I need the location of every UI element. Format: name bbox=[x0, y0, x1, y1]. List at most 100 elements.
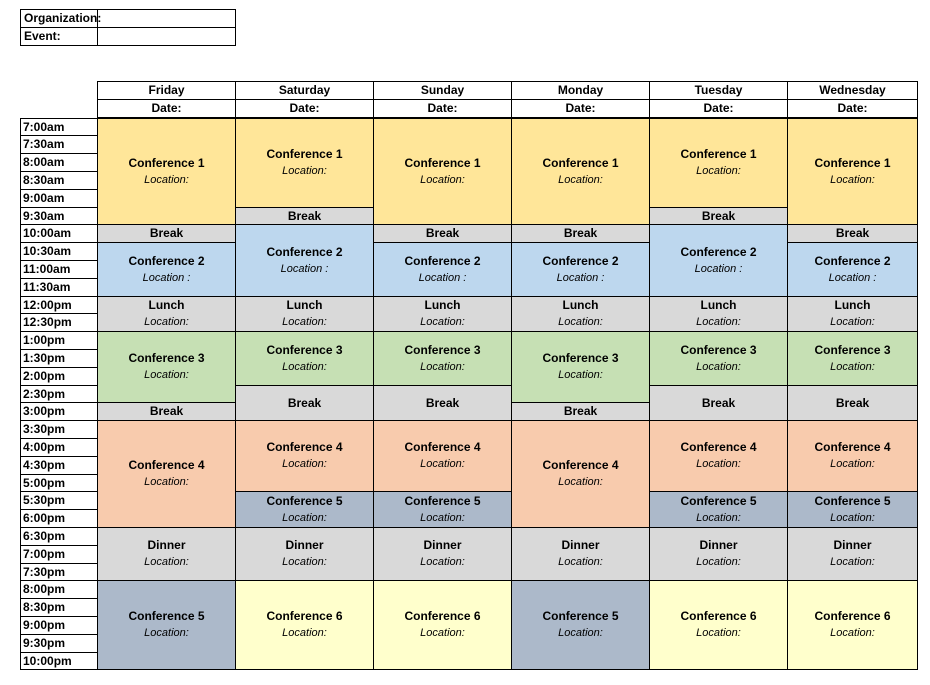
block-title: Conference 5 bbox=[542, 609, 619, 623]
block-location: Location: bbox=[420, 316, 465, 328]
schedule-block-sunday-break[interactable]: Break bbox=[373, 385, 512, 421]
schedule-block-monday-break[interactable]: Break bbox=[511, 402, 650, 421]
schedule-block-sunday-conference-4[interactable]: Conference 4 Location: bbox=[373, 420, 512, 492]
schedule-block-wednesday-conference-5[interactable]: Conference 5 Location: bbox=[787, 491, 918, 528]
schedule-block-wednesday-conference-3[interactable]: Conference 3 Location: bbox=[787, 331, 918, 386]
block-location: Location: bbox=[420, 627, 465, 639]
block-location: Location : bbox=[828, 271, 877, 284]
schedule-block-sunday-conference-2[interactable]: Conference 2 Location : bbox=[373, 242, 512, 297]
schedule-block-wednesday-lunch[interactable]: Lunch Location: bbox=[787, 296, 918, 332]
schedule-block-wednesday-break[interactable]: Break bbox=[787, 385, 918, 421]
schedule-block-friday-break[interactable]: Break bbox=[97, 224, 236, 243]
schedule-block-tuesday-conference-4[interactable]: Conference 4 Location: bbox=[649, 420, 788, 492]
schedule-block-saturday-dinner[interactable]: Dinner Location: bbox=[235, 527, 374, 581]
schedule-block-friday-break[interactable]: Break bbox=[97, 402, 236, 421]
schedule-block-monday-conference-1[interactable]: Conference 1 Location: bbox=[511, 118, 650, 225]
schedule-block-sunday-break[interactable]: Break bbox=[373, 224, 512, 243]
schedule-block-saturday-break[interactable]: Break bbox=[235, 385, 374, 421]
time-slot-label: 8:30pm bbox=[20, 598, 98, 617]
schedule-block-saturday-conference-5[interactable]: Conference 5 Location: bbox=[235, 491, 374, 528]
schedule-block-sunday-dinner[interactable]: Dinner Location: bbox=[373, 527, 512, 581]
day-header-monday: Monday bbox=[511, 81, 650, 100]
block-title: Lunch bbox=[834, 298, 871, 312]
schedule-block-saturday-break[interactable]: Break bbox=[235, 207, 374, 225]
schedule-block-monday-conference-2[interactable]: Conference 2 Location : bbox=[511, 242, 650, 297]
schedule-block-tuesday-lunch[interactable]: Lunch Location: bbox=[649, 296, 788, 332]
schedule-block-sunday-lunch[interactable]: Lunch Location: bbox=[373, 296, 512, 332]
time-slot-label: 3:00pm bbox=[20, 402, 98, 421]
schedule-block-sunday-conference-3[interactable]: Conference 3 Location: bbox=[373, 331, 512, 386]
time-slot-label: 10:00am bbox=[20, 224, 98, 243]
organization-field[interactable] bbox=[97, 9, 236, 28]
schedule-block-saturday-conference-1[interactable]: Conference 1 Location: bbox=[235, 118, 374, 208]
schedule-block-wednesday-conference-2[interactable]: Conference 2 Location : bbox=[787, 242, 918, 297]
block-location: Location: bbox=[558, 173, 603, 186]
block-title: Conference 4 bbox=[680, 440, 757, 454]
schedule-block-wednesday-dinner[interactable]: Dinner Location: bbox=[787, 527, 918, 581]
schedule-block-tuesday-conference-6[interactable]: Conference 6 Location: bbox=[649, 580, 788, 670]
block-location: Location: bbox=[420, 556, 465, 568]
block-title: Break bbox=[149, 404, 184, 418]
schedule-block-wednesday-break[interactable]: Break bbox=[787, 224, 918, 243]
schedule-block-monday-conference-5[interactable]: Conference 5 Location: bbox=[511, 580, 650, 670]
schedule-block-saturday-lunch[interactable]: Lunch Location: bbox=[235, 296, 374, 332]
block-title: Dinner bbox=[699, 538, 738, 552]
schedule-block-saturday-conference-4[interactable]: Conference 4 Location: bbox=[235, 420, 374, 492]
schedule-block-saturday-conference-6[interactable]: Conference 6 Location: bbox=[235, 580, 374, 670]
schedule-block-wednesday-conference-4[interactable]: Conference 4 Location: bbox=[787, 420, 918, 492]
block-location: Location: bbox=[830, 511, 875, 524]
schedule-block-monday-conference-3[interactable]: Conference 3 Location: bbox=[511, 331, 650, 403]
schedule-block-tuesday-break[interactable]: Break bbox=[649, 207, 788, 225]
date-cell-tuesday[interactable]: Date: bbox=[649, 99, 788, 118]
schedule-block-saturday-conference-3[interactable]: Conference 3 Location: bbox=[235, 331, 374, 386]
time-slot-label: 5:30pm bbox=[20, 491, 98, 510]
block-title: Conference 6 bbox=[404, 609, 481, 623]
schedule-block-saturday-conference-2[interactable]: Conference 2 Location : bbox=[235, 224, 374, 297]
schedule-block-friday-dinner[interactable]: Dinner Location: bbox=[97, 527, 236, 581]
schedule-block-monday-lunch[interactable]: Lunch Location: bbox=[511, 296, 650, 332]
schedule-block-friday-conference-5[interactable]: Conference 5 Location: bbox=[97, 580, 236, 670]
block-title: Lunch bbox=[562, 298, 599, 312]
block-location: Location: bbox=[558, 476, 603, 488]
date-cell-monday[interactable]: Date: bbox=[511, 99, 650, 118]
time-slot-label: 2:30pm bbox=[20, 385, 98, 403]
schedule-block-friday-lunch[interactable]: Lunch Location: bbox=[97, 296, 236, 332]
block-location: Location: bbox=[282, 511, 327, 524]
time-slot-label: 3:30pm bbox=[20, 420, 98, 439]
date-cell-saturday[interactable]: Date: bbox=[235, 99, 374, 118]
block-location: Location: bbox=[420, 511, 465, 524]
time-slot-label: 11:30am bbox=[20, 278, 98, 297]
schedule-block-monday-dinner[interactable]: Dinner Location: bbox=[511, 527, 650, 581]
time-slot-label: 6:00pm bbox=[20, 509, 98, 528]
time-slot-label: 4:00pm bbox=[20, 438, 98, 457]
block-location: Location: bbox=[144, 627, 189, 639]
schedule-block-wednesday-conference-6[interactable]: Conference 6 Location: bbox=[787, 580, 918, 670]
schedule-block-sunday-conference-6[interactable]: Conference 6 Location: bbox=[373, 580, 512, 670]
date-cell-wednesday[interactable]: Date: bbox=[787, 99, 918, 118]
block-title: Conference 3 bbox=[266, 342, 343, 357]
schedule-block-tuesday-dinner[interactable]: Dinner Location: bbox=[649, 527, 788, 581]
schedule-block-tuesday-conference-1[interactable]: Conference 1 Location: bbox=[649, 118, 788, 208]
block-title: Break bbox=[425, 395, 460, 410]
block-location: Location : bbox=[280, 262, 329, 275]
schedule-block-monday-break[interactable]: Break bbox=[511, 224, 650, 243]
block-title: Conference 4 bbox=[128, 458, 205, 472]
schedule-block-sunday-conference-1[interactable]: Conference 1 Location: bbox=[373, 118, 512, 225]
schedule-block-friday-conference-1[interactable]: Conference 1 Location: bbox=[97, 118, 236, 225]
event-field[interactable] bbox=[97, 27, 236, 46]
schedule-block-tuesday-conference-5[interactable]: Conference 5 Location: bbox=[649, 491, 788, 528]
date-cell-friday[interactable]: Date: bbox=[97, 99, 236, 118]
schedule-block-tuesday-conference-2[interactable]: Conference 2 Location : bbox=[649, 224, 788, 297]
schedule-block-wednesday-conference-1[interactable]: Conference 1 Location: bbox=[787, 118, 918, 225]
schedule-block-tuesday-break[interactable]: Break bbox=[649, 385, 788, 421]
block-title: Break bbox=[425, 226, 460, 240]
schedule-block-tuesday-conference-3[interactable]: Conference 3 Location: bbox=[649, 331, 788, 386]
schedule-block-sunday-conference-5[interactable]: Conference 5 Location: bbox=[373, 491, 512, 528]
date-cell-sunday[interactable]: Date: bbox=[373, 99, 512, 118]
schedule-block-friday-conference-3[interactable]: Conference 3 Location: bbox=[97, 331, 236, 403]
schedule-block-friday-conference-4[interactable]: Conference 4 Location: bbox=[97, 420, 236, 528]
block-title: Dinner bbox=[285, 538, 324, 552]
block-location: Location : bbox=[556, 271, 605, 284]
schedule-block-friday-conference-2[interactable]: Conference 2 Location : bbox=[97, 242, 236, 297]
schedule-block-monday-conference-4[interactable]: Conference 4 Location: bbox=[511, 420, 650, 528]
